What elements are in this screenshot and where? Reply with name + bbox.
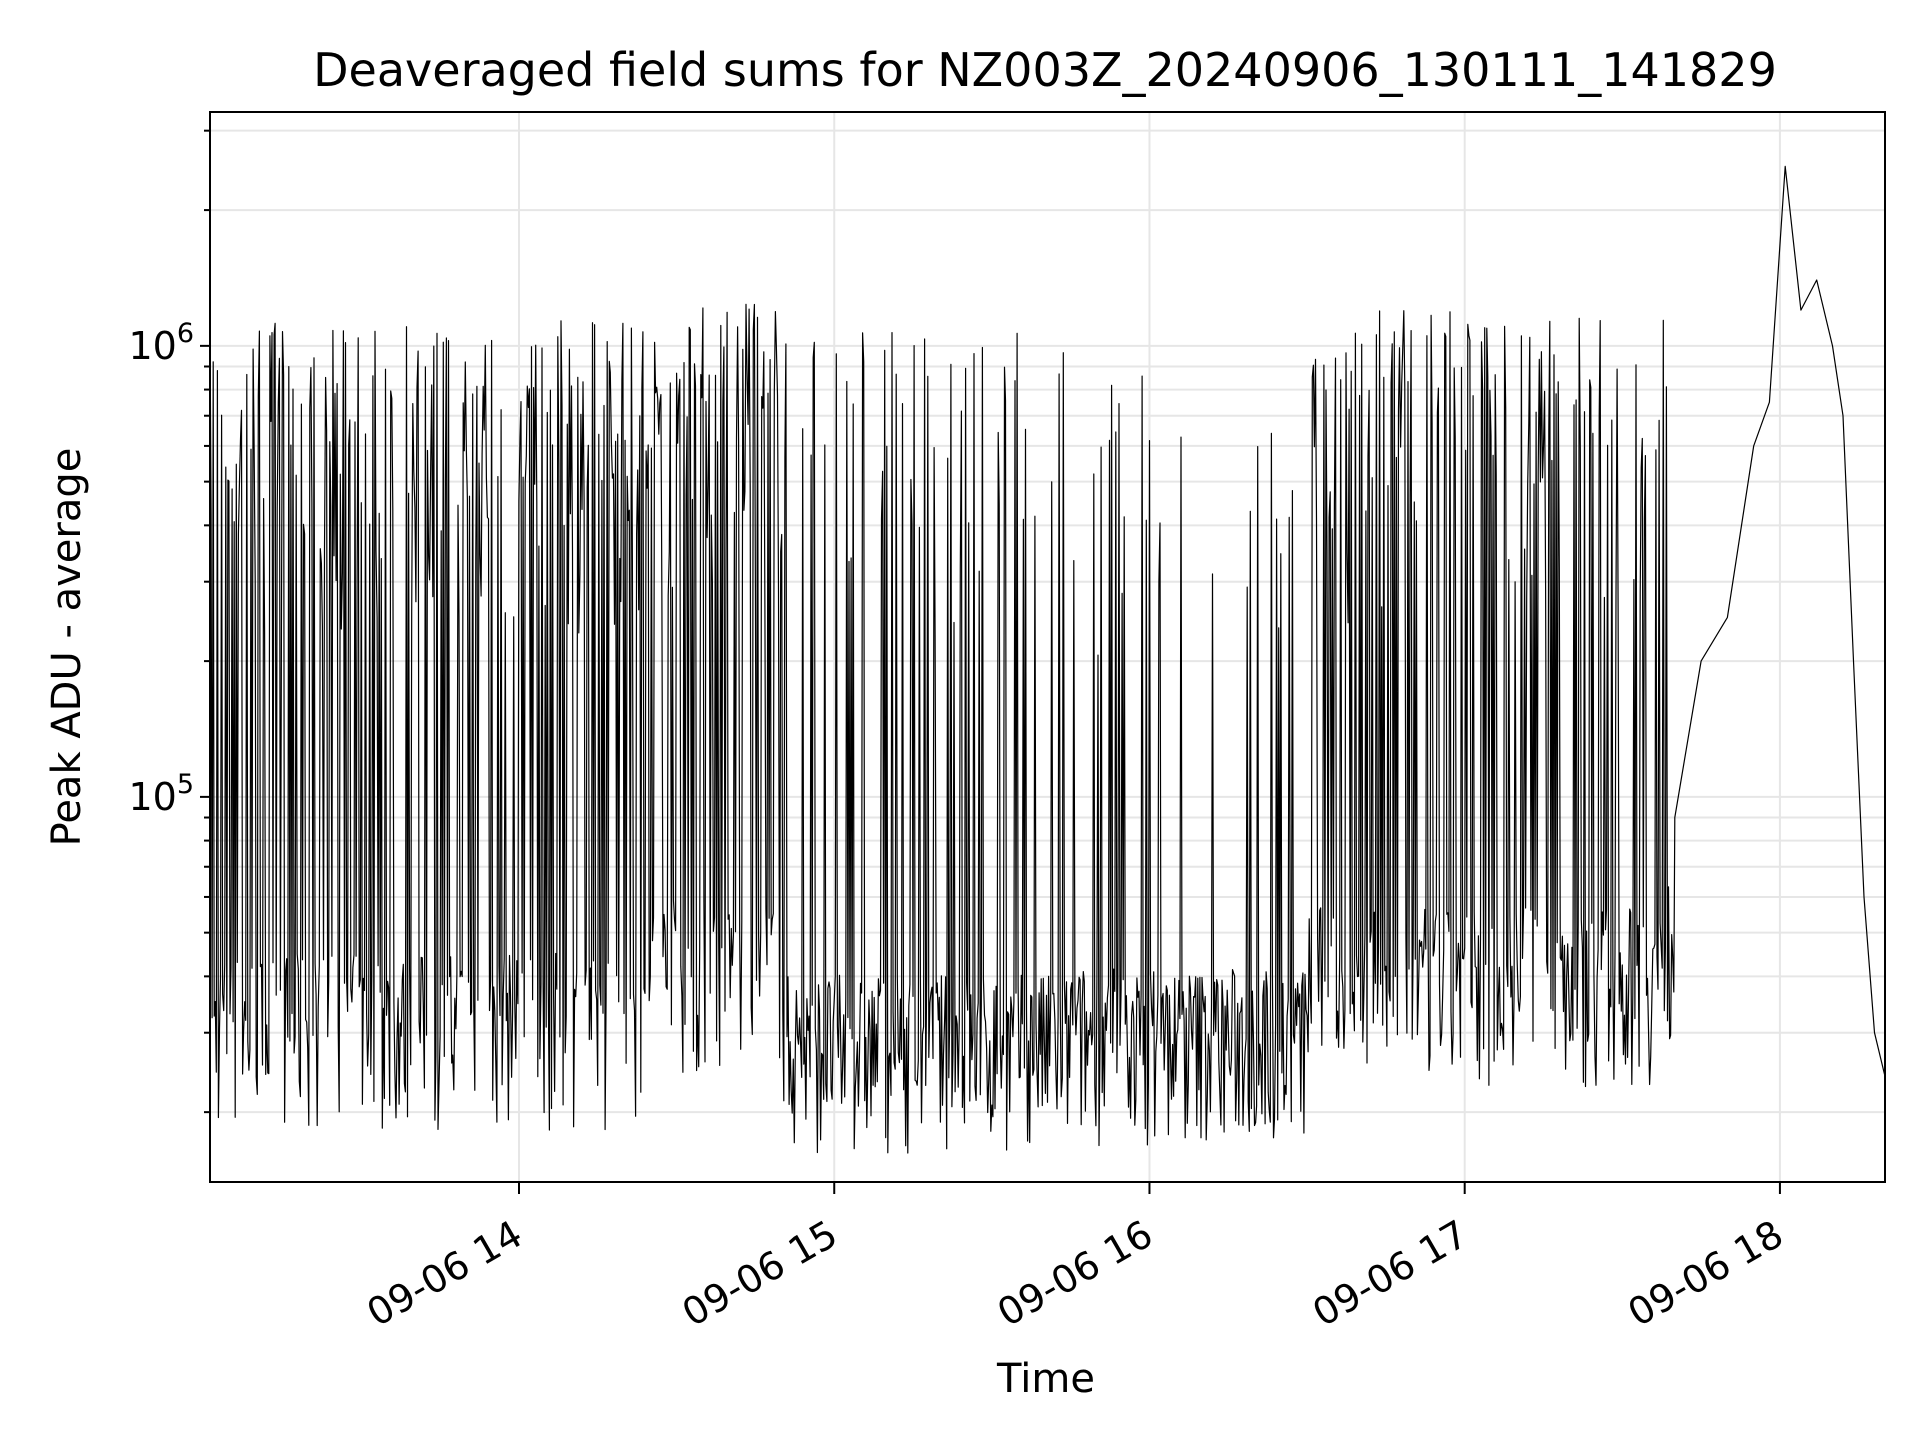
x-axis-label: Time <box>996 1356 1095 1402</box>
plot-frame <box>209 111 1886 1183</box>
y-tick-label: 105 <box>128 769 194 819</box>
series-line <box>209 165 1886 1154</box>
series-layer <box>209 165 1886 1154</box>
chart-title: Deaveraged field sums for NZ003Z_2024090… <box>313 43 1777 97</box>
y-tick-label: 106 <box>128 318 194 368</box>
y-axis-label: Peak ADU - average <box>44 448 90 847</box>
y-axis: 105 106 <box>128 129 210 1114</box>
